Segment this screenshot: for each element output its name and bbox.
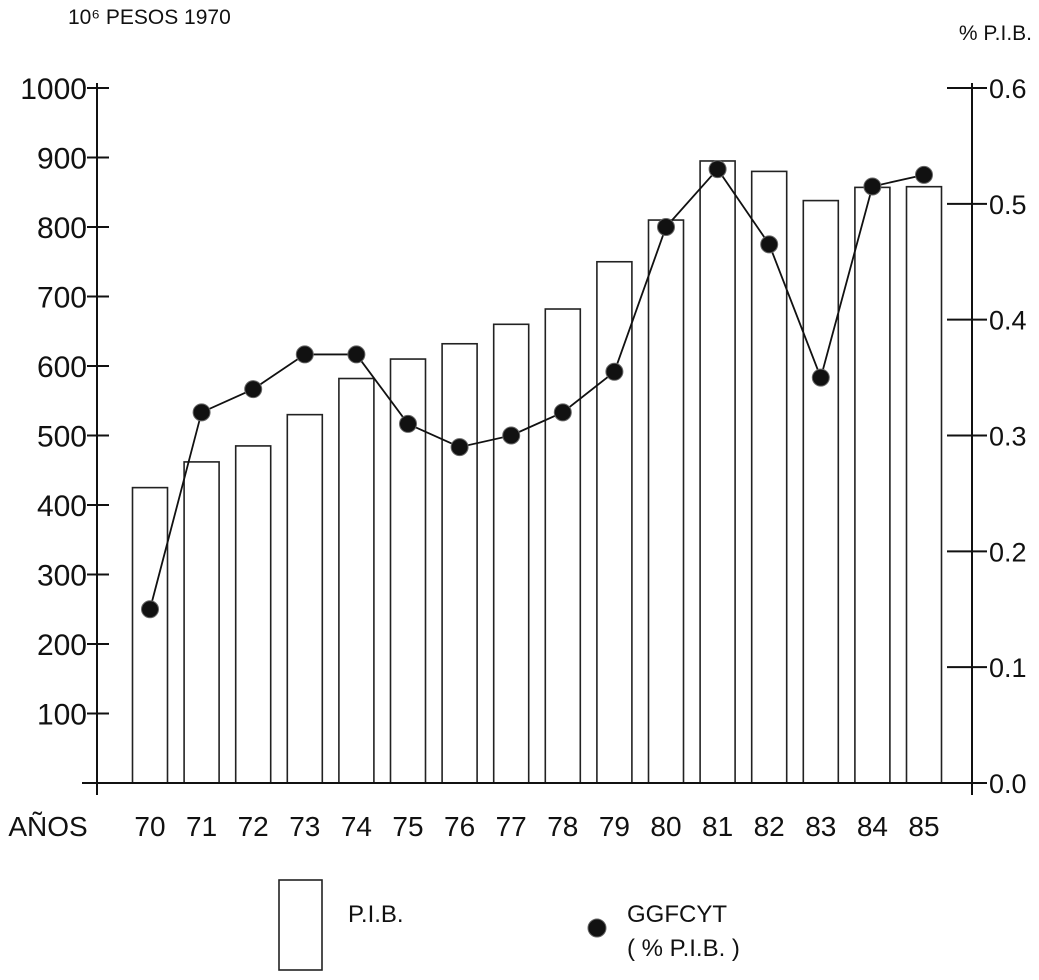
ggfcyt-point-74 (347, 345, 366, 364)
ggfcyt-line (149, 167, 925, 610)
x-tick-label-77: 77 (496, 811, 527, 842)
ggfcyt-point-77 (502, 426, 521, 445)
x-tick-label-72: 72 (238, 811, 269, 842)
bar-73 (286, 413, 324, 784)
ggfcyt-point-71 (192, 403, 211, 422)
x-tick-label-70: 70 (134, 811, 165, 842)
ggfcyt-point-79 (605, 362, 624, 381)
right-tick-label-0.2: 0.2 (989, 537, 1027, 567)
legend-dot-sublabel: ( % P.I.B. ) (627, 935, 740, 962)
x-tick-label-78: 78 (547, 811, 578, 842)
legend-dot-label: GGFCYT (627, 901, 727, 928)
ggfcyt-point-83 (811, 368, 830, 387)
right-tick-label-0.0: 0.0 (989, 769, 1027, 799)
ggfcyt-point-80 (657, 218, 675, 236)
bar-81 (699, 160, 736, 784)
ggfcyt-point-72 (244, 380, 263, 399)
bars-layer (131, 160, 943, 784)
x-tick-label-82: 82 (754, 811, 785, 842)
left-tick-label-200: 200 (37, 629, 87, 662)
bar-76 (441, 342, 478, 784)
bar-80 (647, 219, 685, 784)
x-tick-label-80: 80 (650, 811, 681, 842)
ggfcyt-point-70 (141, 600, 159, 619)
right-tick-label-0.1: 0.1 (989, 653, 1027, 683)
left-tick-label-400: 400 (37, 490, 87, 523)
bar-82 (750, 170, 788, 784)
left-tick-label-900: 900 (37, 143, 87, 176)
bar-74 (338, 377, 375, 784)
bar-84 (854, 186, 891, 784)
x-tick-label-75: 75 (392, 811, 423, 842)
ggfcyt-point-82 (760, 235, 779, 254)
legend-bar-swatch (278, 879, 323, 971)
right-tick-label-0.4: 0.4 (989, 306, 1027, 336)
left-tick-label-700: 700 (37, 282, 87, 315)
bar-70 (131, 486, 169, 784)
legend-dot-swatch (587, 918, 607, 938)
left-tick-label-800: 800 (37, 212, 87, 245)
ggfcyt-point-84 (863, 177, 882, 196)
right-tick-label-0.3: 0.3 (989, 422, 1027, 452)
ggfcyt-point-78 (553, 403, 572, 422)
ggfcyt-point-85 (915, 165, 933, 184)
x-tick-label-73: 73 (289, 811, 320, 842)
bar-77 (492, 323, 530, 784)
left-tick-label-500: 500 (37, 421, 87, 454)
ggfcyt-point-73 (295, 345, 314, 364)
x-tick-label-79: 79 (599, 811, 630, 842)
bar-72 (234, 445, 272, 784)
left-tick-label-1000: 1000 (20, 73, 87, 106)
ggfcyt-point-75 (399, 414, 417, 433)
left-axis-unit: 10⁶ PESOS 1970 (68, 6, 231, 29)
x-tick-label-83: 83 (805, 811, 836, 842)
bar-71 (183, 461, 220, 784)
bar-79 (596, 260, 633, 784)
line-layer (141, 160, 933, 619)
bar-83 (802, 199, 840, 784)
legend: P.I.B. GGFCYT ( % P.I.B. ) (278, 879, 740, 971)
x-axis-label: AÑOS (8, 811, 87, 842)
bar-85 (905, 185, 943, 784)
x-tick-label-84: 84 (857, 811, 888, 842)
right-tick-label-0.5: 0.5 (989, 190, 1027, 220)
ggfcyt-point-81 (708, 160, 727, 179)
left-tick-label-300: 300 (37, 560, 87, 593)
legend-bar-label: P.I.B. (348, 901, 404, 928)
right-axis-unit: % P.I.B. (959, 22, 1032, 45)
ticks-layer: 100 200 300 400 500 600 700 800 900 1000 0.0 0.1 0.2… (20, 73, 1026, 842)
x-tick-label-74: 74 (341, 811, 372, 842)
right-tick-label-0.6: 0.6 (989, 74, 1027, 104)
x-tick-label-71: 71 (186, 811, 217, 842)
x-tick-label-76: 76 (444, 811, 475, 842)
ggfcyt-point-76 (450, 438, 469, 457)
x-tick-label-81: 81 (702, 811, 733, 842)
axes-layer (82, 83, 973, 795)
bar-78 (544, 308, 582, 784)
left-tick-label-100: 100 (37, 699, 87, 732)
left-tick-label-600: 600 (37, 351, 87, 384)
x-tick-label-85: 85 (908, 811, 939, 842)
